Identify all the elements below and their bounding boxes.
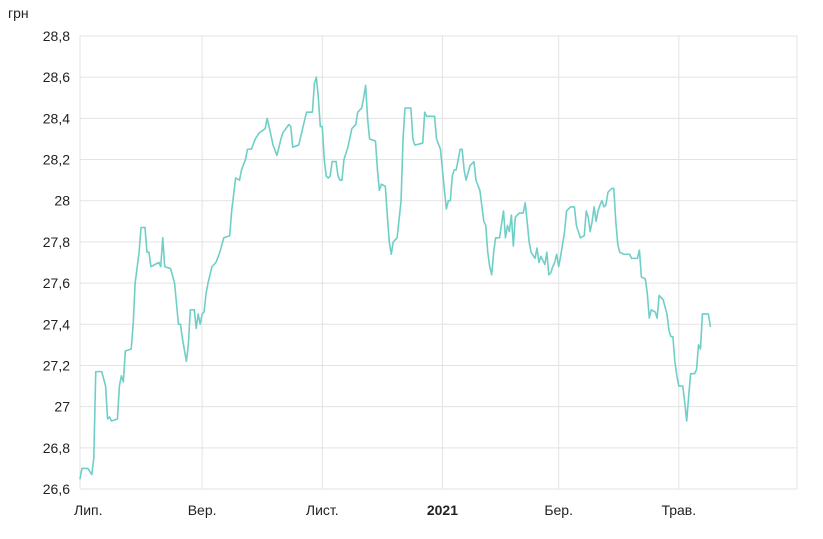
exchange-rate-series-line: [79, 76, 712, 480]
y-tick-label: 28,2: [43, 152, 70, 168]
y-axis-unit-label: грн: [8, 5, 29, 21]
x-tick-label: Вер.: [188, 502, 217, 518]
y-tick-label: 28: [54, 193, 70, 209]
y-gridlines: [80, 35, 797, 490]
x-tick-label: Трав.: [661, 502, 696, 518]
y-tick-label: 26,6: [43, 481, 70, 497]
x-tick-label: 2021: [427, 502, 458, 518]
x-gridlines: [79, 36, 798, 489]
y-tick-label: 27,6: [43, 275, 70, 291]
x-axis-tick-labels: Лип. Вер. Лист. 2021 Бер. Трав.: [74, 502, 696, 518]
y-tick-label: 27,2: [43, 357, 70, 373]
x-tick-label: Лип.: [74, 502, 102, 518]
y-tick-label: 28,4: [43, 110, 70, 126]
y-tick-label: 27: [54, 399, 70, 415]
x-tick-label: Бер.: [544, 502, 573, 518]
y-tick-label: 28,8: [43, 28, 70, 44]
y-tick-label: 26,8: [43, 440, 70, 456]
y-tick-label: 27,8: [43, 234, 70, 250]
x-tick-label: Лист.: [306, 502, 339, 518]
y-axis-tick-labels: 28,8 28,6 28,4 28,2 28 27,8 27,6 27,4 27,2 27 26,8…: [43, 28, 70, 497]
y-tick-label: 27,4: [43, 316, 70, 332]
y-tick-label: 28,6: [43, 69, 70, 85]
